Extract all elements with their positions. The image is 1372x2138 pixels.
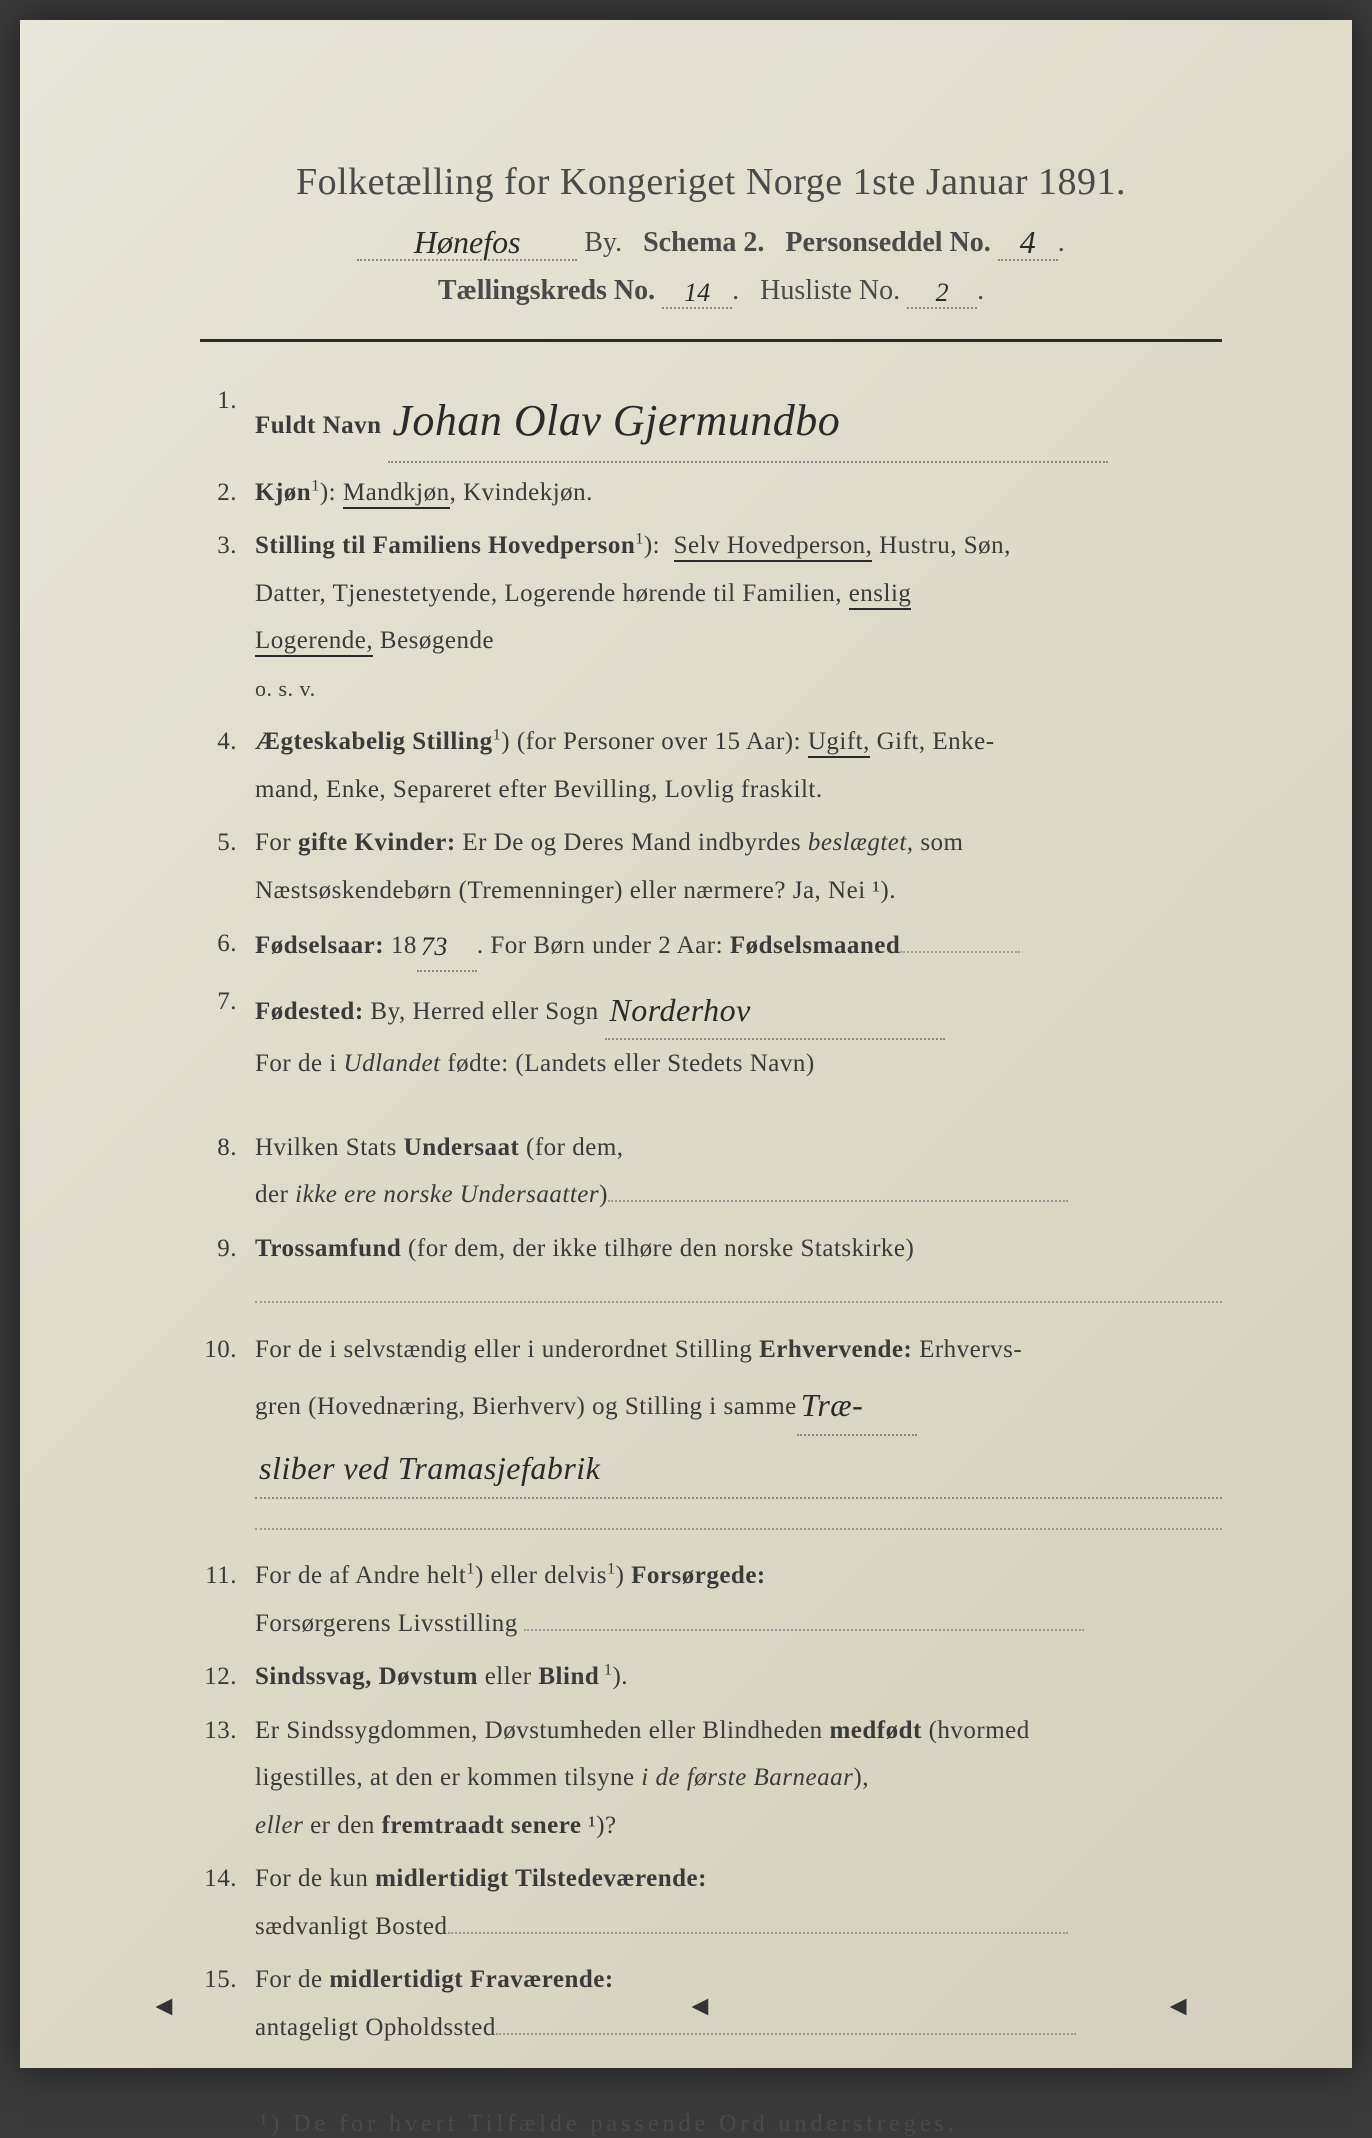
- label-fuldt-navn: Fuldt Navn: [255, 412, 382, 439]
- row-8: 8. Hvilken Stats Undersaat (for dem, der…: [200, 1124, 1222, 1219]
- selected-mandkjon: Mandkjøn: [343, 479, 450, 509]
- row-9: 9. Trossamfund (for dem, der ikke tilhør…: [200, 1225, 1222, 1320]
- opt-ugift: Ugift,: [808, 728, 870, 758]
- row-5: 5. For gifte Kvinder: Er De og Deres Man…: [200, 819, 1222, 914]
- husliste-no: 2: [936, 278, 949, 307]
- header-divider: [200, 339, 1222, 342]
- city-label: By.: [584, 227, 622, 258]
- row-2: 2. Kjøn1): Mandkjøn, Kvindekjøn.: [200, 469, 1222, 517]
- row-11: 11. For de af Andre helt1) eller delvis1…: [200, 1552, 1222, 1647]
- opt-selv-hovedperson: Selv Hovedperson,: [674, 532, 873, 562]
- opt-logerende: Logerende,: [255, 627, 373, 657]
- kreds-no: 14: [684, 278, 710, 307]
- kreds-label: Tællingskreds No.: [438, 275, 655, 306]
- occupation-1: Træ-: [801, 1387, 863, 1423]
- row-10: 10. For de i selvstændig eller i underor…: [200, 1326, 1222, 1547]
- opt-enslig: enslig: [849, 580, 912, 610]
- label-fodested: Fødested:: [255, 998, 364, 1025]
- label-forsorgede: Forsørgede:: [624, 1562, 765, 1589]
- footnote: ¹) De for hvert Tilfælde passende Ord un…: [260, 2111, 1222, 2138]
- registration-mark-icon: ◄: [150, 1991, 178, 2023]
- registration-mark-icon: ◄: [686, 1991, 714, 2023]
- row-3: 3. Stilling til Familiens Hovedperson1):…: [200, 522, 1222, 712]
- label-kjon: Kjøn: [255, 479, 311, 506]
- personseddel-no: 4: [1020, 224, 1036, 260]
- row-13: 13. Er Sindssygdommen, Døvstumheden elle…: [200, 1707, 1222, 1850]
- husliste-label: Husliste No.: [760, 275, 900, 306]
- row-6: 6. Fødselsaar: 1873. For Børn under 2 Aa…: [200, 920, 1222, 972]
- value-name: Johan Olav Gjermundbo: [392, 396, 840, 445]
- schema-label: Schema 2.: [643, 227, 764, 258]
- subtitle-line-1: Hønefos By. Schema 2. Personseddel No. 4…: [200, 222, 1222, 261]
- label-aegteskab: Ægteskabelig Stilling: [255, 728, 493, 755]
- label-trossamfund: Trossamfund: [255, 1235, 401, 1262]
- main-title: Folketælling for Kongeriget Norge 1ste J…: [200, 160, 1222, 204]
- row-1: 1. Fuldt Navn Johan Olav Gjermundbo: [200, 377, 1222, 463]
- label-fravaerende: midlertidigt Fraværende:: [329, 1966, 613, 1993]
- row-4: 4. Ægteskabelig Stilling1) (for Personer…: [200, 718, 1222, 813]
- row-7: 7. Fødested: By, Herred eller Sogn Norde…: [200, 978, 1222, 1088]
- label-fodselsaar: Fødselsaar:: [255, 932, 384, 959]
- form-header: Folketælling for Kongeriget Norge 1ste J…: [200, 160, 1222, 309]
- occupation-2: sliber ved Tramasjefabrik: [259, 1450, 600, 1486]
- birth-year: 73: [421, 932, 448, 961]
- census-form-page: Folketælling for Kongeriget Norge 1ste J…: [20, 20, 1352, 2068]
- label-erhvervende: Erhvervende:: [759, 1336, 912, 1363]
- label-sindssvag: Sindssvag, Døvstum: [255, 1663, 478, 1690]
- label-fodselsmaaned: Fødselsmaaned: [730, 932, 900, 959]
- birthplace: Norderhov: [609, 992, 750, 1028]
- label-gifte-kvinder: gifte Kvinder:: [298, 829, 456, 856]
- label-undersaat: Undersaat: [404, 1134, 520, 1161]
- label-stilling: Stilling til Familiens Hovedperson: [255, 532, 635, 559]
- row-12: 12. Sindssvag, Døvstum eller Blind 1).: [200, 1653, 1222, 1701]
- city-handwritten: Hønefos: [414, 224, 521, 260]
- label-tilstedevaerende: midlertidigt Tilstedeværende:: [375, 1865, 707, 1892]
- row-14: 14. For de kun midlertidigt Tilstedevære…: [200, 1855, 1222, 1950]
- subtitle-line-2: Tællingskreds No. 14. Husliste No. 2.: [200, 275, 1222, 309]
- personseddel-label: Personseddel No.: [785, 227, 990, 258]
- form-body: 1. Fuldt Navn Johan Olav Gjermundbo 2. K…: [200, 377, 1222, 2051]
- registration-mark-icon: ◄: [1164, 1991, 1192, 2023]
